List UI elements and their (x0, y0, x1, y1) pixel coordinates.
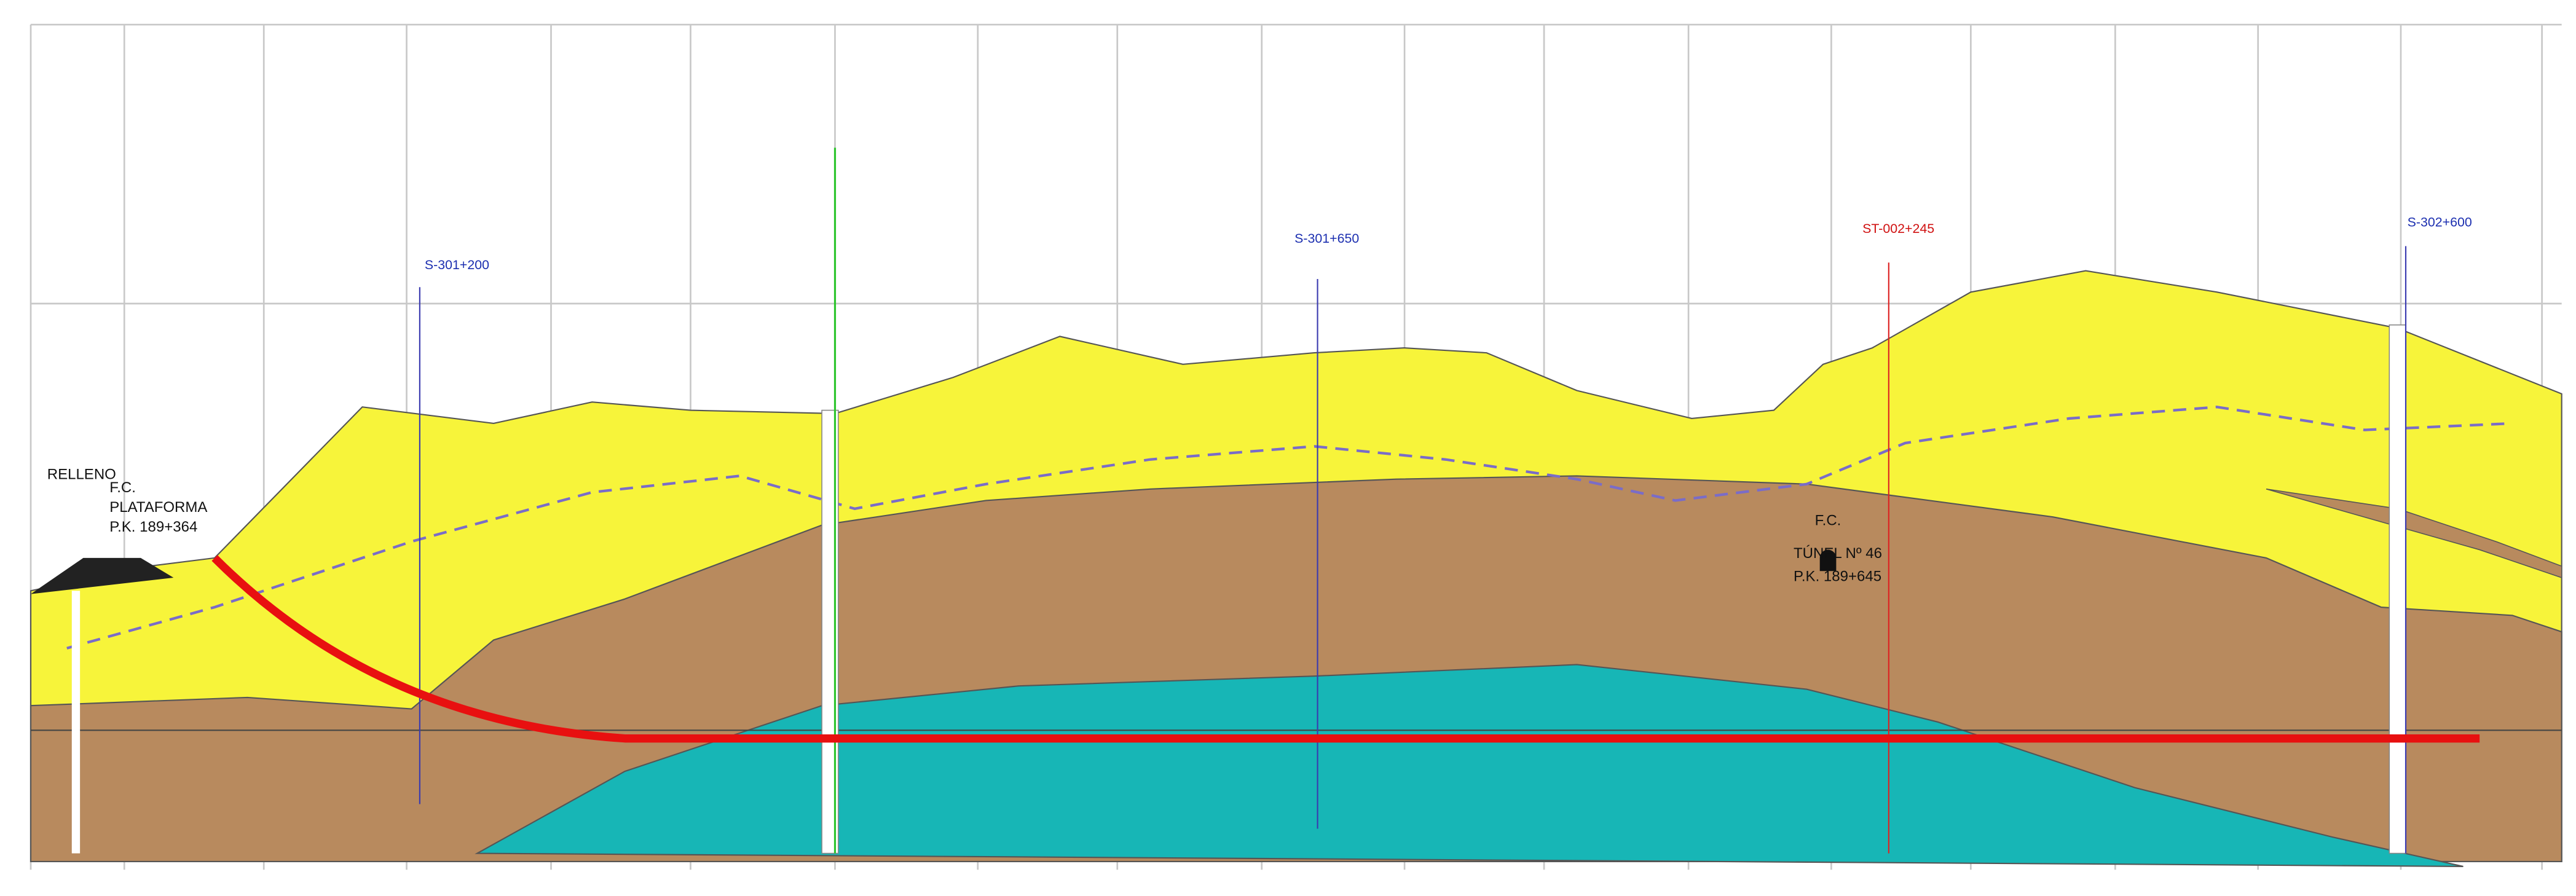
proposed-alignment (211, 555, 2480, 743)
tunnel-label: P.K. 189+645 (1794, 568, 1881, 584)
platform-label: P.K. 189+364 (109, 519, 197, 535)
teal-layer (475, 664, 2464, 868)
tunnel-icon (1819, 549, 1837, 572)
boreholes (71, 147, 2407, 854)
contact-dashed (66, 406, 2513, 650)
platform-fill (31, 557, 174, 594)
borehole-label: S-302+600 (2408, 215, 2472, 230)
borehole-label: ST-002+245 (1862, 221, 1934, 236)
tunnel-label: TÚNEL Nº 46 (1794, 545, 1882, 562)
platform-label: F.C. (109, 479, 136, 496)
platform-fill-label: RELLENO (47, 466, 116, 483)
borehole-label: S-301+200 (425, 257, 489, 272)
borehole-label: S-301+650 (1294, 231, 1359, 246)
tunnel-label: F.C. (1815, 513, 1841, 529)
platform-label: PLATAFORMA (109, 499, 207, 516)
